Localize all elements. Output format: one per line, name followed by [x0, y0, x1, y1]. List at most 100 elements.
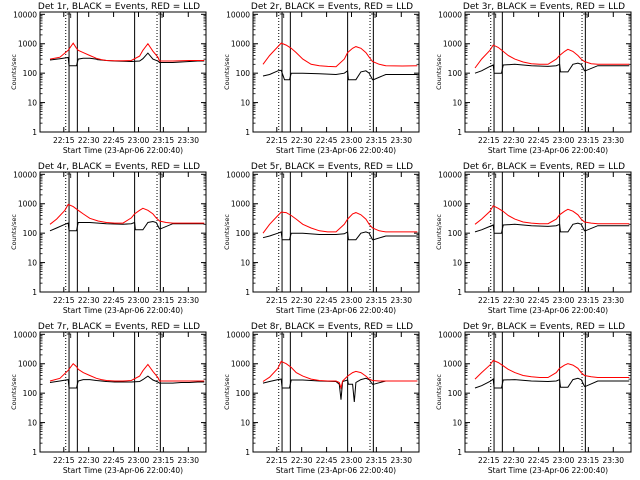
y-tick-label: 10 [27, 259, 37, 268]
plot-frame [39, 171, 207, 293]
x-tick-label: 23:00 [341, 456, 363, 465]
series-line-lld [262, 360, 418, 390]
series-line-lld [262, 211, 418, 234]
series-line-lld [49, 203, 205, 225]
x-tick-label: 22:30 [78, 136, 100, 145]
y-tick-label: 10 [452, 419, 462, 428]
x-tick-label: 22:45 [528, 136, 550, 145]
series-line-events [474, 62, 630, 74]
y-tick-label: 1000 [443, 200, 462, 209]
panel-det-1: Det 1r, BLACK = Events, RED = LLD 1 10 100 1… [10, 2, 207, 155]
y-tick-label: 10 [240, 259, 250, 268]
marker-flag [158, 333, 163, 338]
panel-det-7: Det 7r, BLACK = Events, RED = LLD 1 10 100 1… [10, 322, 207, 475]
y-tick-label: 1 [245, 288, 250, 297]
plot-frame [464, 331, 632, 453]
x-tick-label: 22:15 [53, 456, 75, 465]
x-tick-label: 23:30 [602, 456, 624, 465]
marker-flag [491, 173, 497, 178]
y-tick-label: 10000 [13, 10, 37, 19]
x-tick-label: 22:15 [266, 296, 288, 305]
x-tick-label: 22:30 [503, 136, 525, 145]
plot-frame [39, 11, 207, 133]
panel-det-8: Det 8r, BLACK = Events, RED = LLD 1 10 100 1… [223, 322, 420, 475]
marker-flag [279, 13, 285, 18]
x-tick-label: 22:15 [478, 296, 500, 305]
marker-flag [583, 13, 588, 18]
series-line-lld [474, 205, 630, 225]
panel-title: Det 2r, BLACK = Events, RED = LLD [251, 2, 413, 12]
y-tick-label: 1000 [231, 40, 250, 49]
y-tick-label: 100 [23, 389, 38, 398]
x-axis-label: Start Time (23-Apr-06 22:00:40) [63, 466, 183, 475]
y-tick-label: 1000 [443, 40, 462, 49]
y-axis-label: Counts/sec [435, 374, 443, 410]
x-tick-label: 22:45 [103, 296, 125, 305]
series-line-events [474, 222, 630, 234]
panel-det-6: Det 6r, BLACK = Events, RED = LLD 1 10 100 1… [435, 162, 632, 315]
x-tick-label: 23:30 [177, 136, 199, 145]
x-tick-label: 22:30 [291, 136, 313, 145]
y-tick-label: 10000 [13, 170, 37, 179]
marker-flag [66, 333, 72, 338]
x-tick-label: 23:00 [553, 136, 575, 145]
y-axis-label: Counts/sec [435, 214, 443, 250]
y-tick-label: 1000 [443, 360, 462, 369]
y-tick-label: 1 [457, 128, 462, 137]
y-tick-label: 1000 [231, 200, 250, 209]
y-tick-label: 10 [240, 419, 250, 428]
series-line-lld [49, 42, 205, 62]
series-line-events [262, 231, 418, 241]
marker-flag [158, 13, 163, 18]
panel-title: Det 8r, BLACK = Events, RED = LLD [251, 322, 413, 332]
series-line-lld [474, 359, 630, 380]
panel-title: Det 6r, BLACK = Events, RED = LLD [463, 162, 625, 172]
y-tick-label: 10000 [438, 330, 462, 339]
x-tick-label: 22:30 [291, 296, 313, 305]
x-tick-label: 23:30 [602, 296, 624, 305]
x-tick-label: 22:45 [316, 456, 338, 465]
series-line-lld [49, 362, 205, 382]
series-line-events [262, 69, 418, 81]
x-axis-label: Start Time (23-Apr-06 22:00:40) [488, 146, 608, 155]
y-axis-label: Counts/sec [10, 54, 18, 90]
y-tick-label: 100 [236, 229, 251, 238]
x-tick-label: 22:45 [103, 456, 125, 465]
y-tick-label: 10000 [226, 170, 250, 179]
x-tick-label: 22:45 [316, 136, 338, 145]
plot-frame [464, 171, 632, 293]
x-tick-label: 23:00 [553, 456, 575, 465]
marker-flag [583, 173, 588, 178]
plot-frame [252, 331, 420, 453]
x-tick-label: 23:30 [177, 296, 199, 305]
x-tick-label: 23:00 [128, 136, 150, 145]
y-tick-label: 1 [32, 128, 37, 137]
y-tick-label: 10 [240, 99, 250, 108]
x-axis-label: Start Time (23-Apr-06 22:00:40) [276, 466, 396, 475]
x-tick-label: 22:15 [53, 136, 75, 145]
y-tick-label: 1 [32, 288, 37, 297]
y-tick-label: 100 [236, 69, 251, 78]
y-tick-label: 10000 [438, 10, 462, 19]
series-line-events [49, 375, 205, 389]
x-tick-label: 22:45 [528, 456, 550, 465]
y-tick-label: 1 [457, 448, 462, 457]
plot-frame [252, 171, 420, 293]
x-tick-label: 23:15 [578, 456, 600, 465]
y-tick-label: 1000 [18, 40, 37, 49]
y-tick-label: 10 [452, 99, 462, 108]
series-line-events [474, 377, 630, 389]
x-axis-label: Start Time (23-Apr-06 22:00:40) [276, 306, 396, 315]
y-tick-label: 10000 [13, 330, 37, 339]
series-line-events [49, 220, 205, 232]
x-tick-label: 23:00 [341, 136, 363, 145]
y-tick-label: 1 [457, 288, 462, 297]
y-tick-label: 1 [32, 448, 37, 457]
y-axis-label: Counts/sec [223, 214, 231, 250]
panel-title: Det 4r, BLACK = Events, RED = LLD [38, 162, 200, 172]
x-tick-label: 22:15 [266, 136, 288, 145]
y-axis-label: Counts/sec [10, 214, 18, 250]
x-tick-label: 22:45 [316, 296, 338, 305]
x-tick-label: 23:30 [602, 136, 624, 145]
